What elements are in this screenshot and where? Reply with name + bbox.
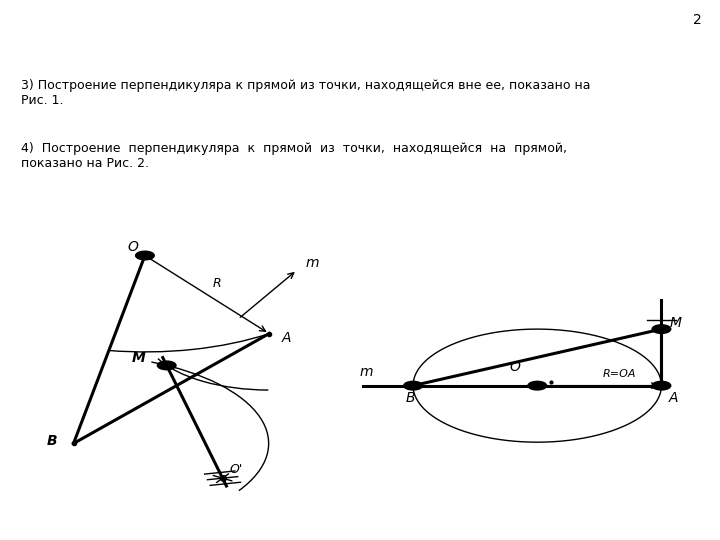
Text: 2: 2: [693, 14, 702, 28]
Circle shape: [652, 325, 670, 333]
Circle shape: [404, 381, 422, 390]
Circle shape: [652, 381, 670, 390]
Text: R: R: [212, 278, 221, 291]
Text: 2. Построение перпендикуляров: 2. Построение перпендикуляров: [174, 29, 546, 48]
Circle shape: [136, 251, 154, 260]
Text: R=OA: R=OA: [603, 369, 636, 379]
Text: O: O: [509, 360, 520, 374]
Text: A: A: [282, 330, 292, 345]
Text: M: M: [131, 351, 145, 365]
Text: O: O: [127, 240, 138, 254]
Circle shape: [158, 361, 176, 369]
Text: 3) Построение перпендикуляра к прямой из точки, находящейся вне ее, показано на
: 3) Построение перпендикуляра к прямой из…: [22, 79, 591, 106]
Text: m: m: [305, 256, 319, 271]
Text: O': O': [230, 463, 243, 476]
Text: B: B: [47, 434, 58, 448]
Text: M: M: [670, 315, 682, 329]
Text: m: m: [360, 365, 374, 379]
Text: 4)  Построение  перпендикуляра  к  прямой  из  точки,  находящейся  на  прямой,
: 4) Построение перпендикуляра к прямой из…: [22, 142, 567, 170]
Circle shape: [528, 381, 546, 390]
Text: B: B: [406, 391, 415, 404]
Text: A: A: [668, 391, 678, 404]
